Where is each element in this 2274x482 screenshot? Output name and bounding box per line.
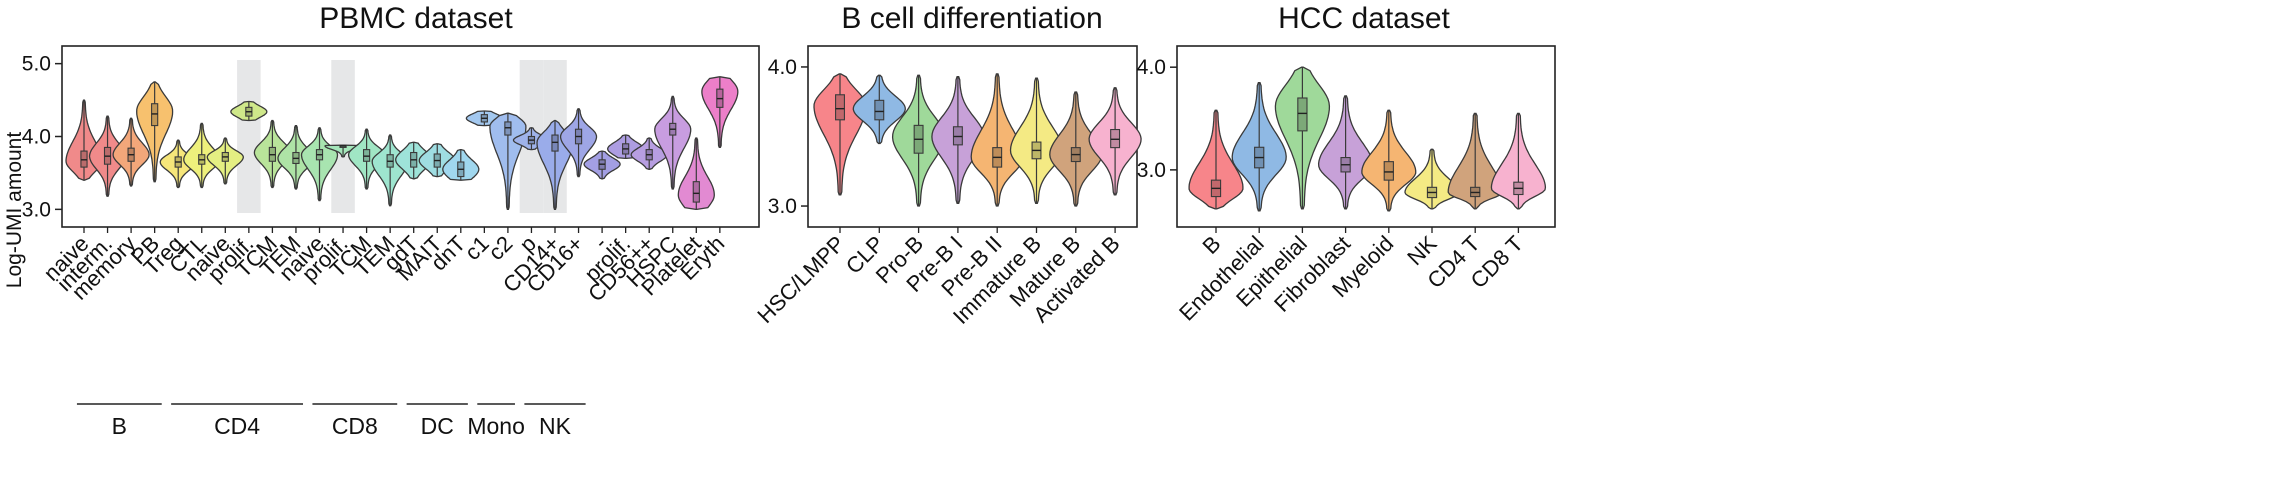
violin-iqr-box: [874, 99, 885, 121]
group-label: Mono: [467, 413, 525, 439]
chart-panel: HCC dataset3.04.0BEndothelialEpithelialF…: [1137, 2, 1556, 326]
chart-panel: B cell differentiation3.04.0HSC/LMPPCLPP…: [752, 2, 1142, 329]
category-label: c2: [483, 231, 517, 265]
violin-iqr-box: [1383, 161, 1394, 181]
violin-iqr-box: [551, 134, 559, 152]
violin-iqr-box: [80, 150, 88, 168]
y-tick-label: 4.0: [22, 126, 51, 149]
group-label: B: [112, 413, 127, 439]
shaded-band: [237, 60, 261, 213]
group-label: CD4: [214, 413, 260, 439]
shaded-band: [331, 60, 355, 213]
y-tick-label: 4.0: [768, 56, 797, 79]
group-label: CD8: [332, 413, 378, 439]
group-label: DC: [421, 413, 454, 439]
plot-frame: [1176, 45, 1556, 228]
violin-iqr-box: [362, 149, 371, 162]
y-axis-label: Log-UMI amount: [3, 132, 26, 289]
y-tick-label: 5.0: [22, 53, 51, 76]
y-tick-label: 3.0: [1137, 159, 1166, 182]
chart-panel: PBMC dataset3.04.05.0naiveinterm.memoryP…: [22, 2, 760, 439]
y-tick-label: 3.0: [768, 195, 797, 218]
chart-title: B cell differentiation: [841, 2, 1102, 35]
violin-iqr-box: [692, 181, 700, 203]
violin-iqr-box: [835, 94, 845, 121]
violin-iqr-box: [151, 103, 159, 127]
chart-title: PBMC dataset: [319, 2, 513, 35]
y-tick-label: 4.0: [1137, 56, 1166, 79]
category-label: HSC/LMPP: [752, 231, 849, 328]
chart-title: HCC dataset: [1278, 2, 1450, 35]
y-tick-label: 3.0: [22, 198, 51, 221]
violin-iqr-box: [1297, 97, 1308, 132]
category-label: B: [1197, 231, 1225, 259]
plot-frame: [61, 45, 760, 228]
group-label: NK: [539, 413, 572, 439]
violin-iqr-box: [504, 121, 512, 136]
